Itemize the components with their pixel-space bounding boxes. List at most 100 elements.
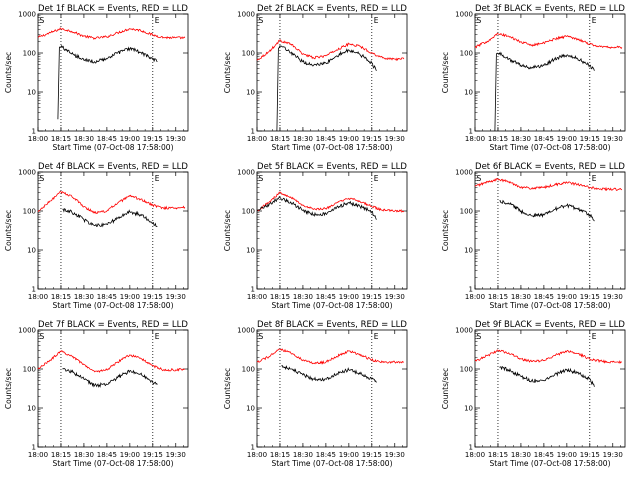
y-tick-label: 10 <box>27 89 36 97</box>
x-tick-label: 19:15 <box>580 135 600 143</box>
y-tick-label: 1000 <box>455 327 473 335</box>
x-tick-label: 18:00 <box>28 135 48 143</box>
x-tick-label: 18:45 <box>316 451 336 459</box>
x-tick-label: 18:30 <box>511 135 531 143</box>
plot-frame <box>256 13 408 132</box>
y-tick-label: 1 <box>469 286 473 294</box>
panel-title: Det 3f BLACK = Events, RED = LLD <box>475 4 625 14</box>
x-tick-label: 19:30 <box>603 293 623 301</box>
events-series-line <box>62 208 158 228</box>
events-series-line <box>499 366 595 387</box>
panel-title: Det 4f BLACK = Events, RED = LLD <box>38 162 188 172</box>
events-series-line <box>276 45 377 132</box>
panel-5: Det 5f BLACK = Events, RED = LLD 18:00 18:… <box>223 162 407 310</box>
plot-frame <box>37 329 189 448</box>
x-tick-label: 18:45 <box>316 293 336 301</box>
x-tick-label: 19:00 <box>557 451 577 459</box>
panel-title: Det 9f BLACK = Events, RED = LLD <box>475 320 625 330</box>
y-axis-label: Counts/sec <box>223 368 232 409</box>
x-tick-label: 19:15 <box>143 135 163 143</box>
end-marker: E <box>155 174 160 183</box>
y-axis-label: Counts/sec <box>4 368 13 409</box>
x-tick-label: 19:00 <box>557 293 577 301</box>
x-tick-label: 19:00 <box>120 293 140 301</box>
end-marker: E <box>155 332 160 341</box>
x-tick-label: 18:30 <box>293 135 313 143</box>
y-tick-label: 1 <box>32 286 36 294</box>
panel-title: Det 5f BLACK = Events, RED = LLD <box>257 162 407 172</box>
x-tick-label: 19:00 <box>120 451 140 459</box>
events-series-line <box>256 196 377 220</box>
y-tick-label: 1 <box>469 128 473 136</box>
events-series-line <box>281 364 377 383</box>
lld-series-line <box>37 350 186 373</box>
lld-series-line <box>37 191 186 215</box>
x-tick-label: 19:30 <box>385 293 405 301</box>
panel-title: Det 7f BLACK = Events, RED = LLD <box>38 320 188 330</box>
x-tick-label: 18:45 <box>97 293 117 301</box>
panel-7: Det 7f BLACK = Events, RED = LLD 18:00 18:… <box>4 320 188 468</box>
plot-frame <box>37 13 189 132</box>
lld-series-line <box>474 32 623 50</box>
y-tick-label: 1 <box>251 128 255 136</box>
x-tick-label: 18:15 <box>270 135 290 143</box>
x-axis-label: Start Time (07-Oct-08 17:58:00) <box>271 301 392 310</box>
x-tick-label: 18:30 <box>74 293 94 301</box>
x-tick-label: 19:00 <box>120 135 140 143</box>
x-axis-label: Start Time (07-Oct-08 17:58:00) <box>52 301 173 310</box>
end-marker: E <box>592 16 597 25</box>
y-tick-label: 10 <box>27 405 36 413</box>
y-tick-label: 100 <box>460 50 473 58</box>
end-marker: E <box>155 16 160 25</box>
x-tick-label: 18:45 <box>97 135 117 143</box>
y-tick-label: 1000 <box>18 11 36 19</box>
x-tick-label: 19:15 <box>143 293 163 301</box>
x-tick-label: 18:30 <box>511 451 531 459</box>
x-tick-label: 18:00 <box>465 293 485 301</box>
x-tick-label: 18:00 <box>247 451 267 459</box>
y-tick-label: 1 <box>251 286 255 294</box>
y-tick-label: 1000 <box>455 11 473 19</box>
y-axis-label: Counts/sec <box>4 52 13 93</box>
x-axis-label: Start Time (07-Oct-08 17:58:00) <box>489 301 610 310</box>
x-tick-label: 18:30 <box>511 293 531 301</box>
y-tick-label: 1000 <box>237 169 255 177</box>
start-marker: S <box>40 16 45 25</box>
x-tick-label: 18:00 <box>28 451 48 459</box>
x-tick-label: 18:45 <box>534 293 554 301</box>
plot-frame <box>474 171 626 290</box>
end-marker: E <box>374 16 379 25</box>
lld-series-line <box>37 27 186 40</box>
x-tick-label: 19:00 <box>339 293 359 301</box>
y-tick-label: 10 <box>464 89 473 97</box>
lld-series-line <box>256 39 405 62</box>
x-tick-label: 18:00 <box>247 293 267 301</box>
x-tick-label: 18:45 <box>316 135 336 143</box>
x-tick-label: 19:30 <box>385 451 405 459</box>
y-tick-label: 100 <box>460 208 473 216</box>
y-tick-label: 100 <box>460 366 473 374</box>
y-tick-label: 10 <box>464 247 473 255</box>
panel-title: Det 8f BLACK = Events, RED = LLD <box>257 320 407 330</box>
events-series-line <box>499 199 595 222</box>
y-tick-label: 1000 <box>18 169 36 177</box>
x-tick-label: 19:30 <box>166 293 186 301</box>
x-tick-label: 19:30 <box>166 135 186 143</box>
events-series-line <box>57 44 158 120</box>
x-axis-label: Start Time (07-Oct-08 17:58:00) <box>52 143 173 152</box>
x-tick-label: 18:15 <box>270 451 290 459</box>
x-tick-label: 18:15 <box>51 135 71 143</box>
y-tick-label: 100 <box>23 366 36 374</box>
x-tick-label: 18:30 <box>74 451 94 459</box>
x-tick-label: 18:00 <box>465 135 485 143</box>
x-tick-label: 18:00 <box>28 293 48 301</box>
y-axis-label: Counts/sec <box>223 52 232 93</box>
events-series-line <box>494 51 595 132</box>
y-tick-label: 1 <box>32 128 36 136</box>
end-marker: E <box>374 174 379 183</box>
x-tick-label: 18:15 <box>488 293 508 301</box>
start-marker: S <box>477 16 482 25</box>
